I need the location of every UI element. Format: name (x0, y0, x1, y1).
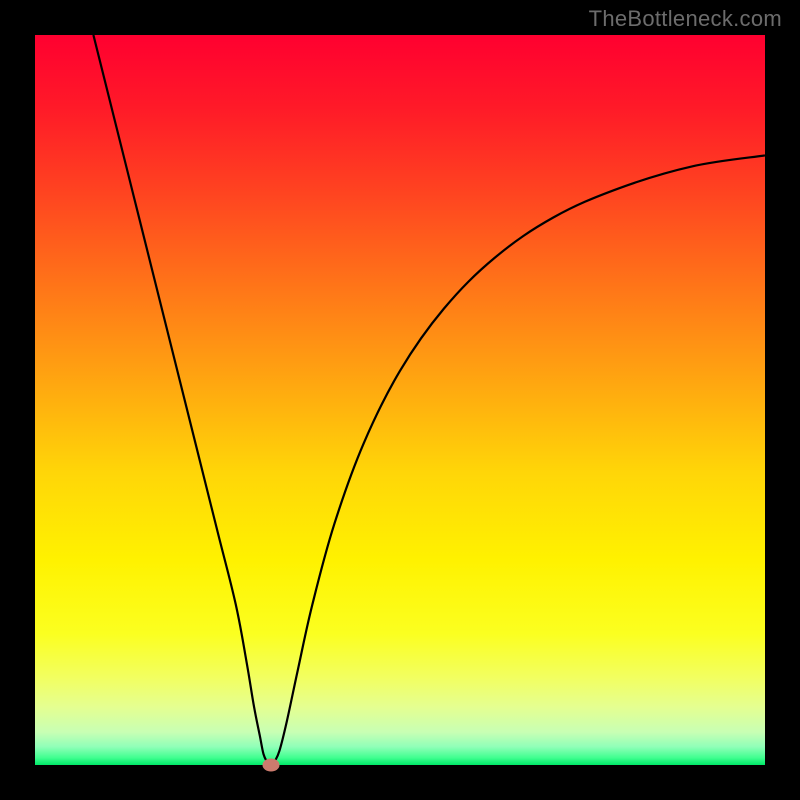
watermark-text: TheBottleneck.com (589, 6, 782, 32)
bottleneck-chart (35, 35, 765, 765)
chart-svg (35, 35, 765, 765)
gradient-background (35, 35, 765, 765)
minimum-point-marker (262, 759, 279, 772)
